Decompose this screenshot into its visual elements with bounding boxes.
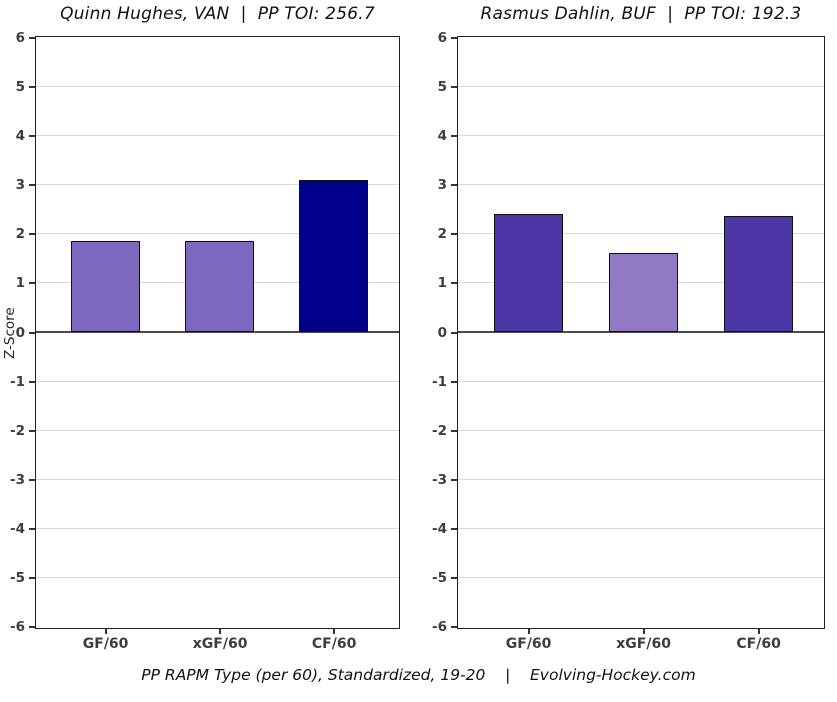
y-tick xyxy=(28,429,35,432)
gridline xyxy=(36,528,399,529)
gridline xyxy=(36,233,399,235)
gridline xyxy=(36,85,399,87)
y-tick-label: -3 xyxy=(10,471,25,488)
y-tick-label: 2 xyxy=(437,226,447,243)
y-tick xyxy=(450,36,457,39)
y-tick-label: 4 xyxy=(15,127,25,144)
y-tick-label: -4 xyxy=(432,521,447,538)
y-tick xyxy=(28,36,35,39)
x-tick xyxy=(527,629,530,634)
gridline xyxy=(458,183,824,185)
y-tick-label: -5 xyxy=(432,570,447,587)
y-tick-label: 2 xyxy=(15,226,25,243)
x-tick xyxy=(333,629,336,634)
y-tick-label: -3 xyxy=(432,471,447,488)
x-tick xyxy=(642,629,645,634)
y-tick xyxy=(28,331,35,334)
bar-cf-60 xyxy=(299,179,368,332)
gridline xyxy=(458,577,824,579)
y-tick-label: -1 xyxy=(432,373,447,390)
y-tick-label: -1 xyxy=(10,373,25,390)
gridline xyxy=(36,134,399,136)
y-tick xyxy=(28,134,35,137)
gridline xyxy=(36,478,399,480)
y-tick xyxy=(28,282,35,285)
y-tick-label: -5 xyxy=(10,570,25,587)
y-tick-label: 5 xyxy=(437,78,447,95)
zero-line xyxy=(458,330,824,334)
y-tick xyxy=(450,478,457,481)
y-tick-label: -2 xyxy=(10,422,25,439)
y-tick xyxy=(450,134,457,137)
y-tick xyxy=(28,577,35,580)
y-tick xyxy=(28,626,35,629)
gridline xyxy=(458,528,824,529)
bar-gf-60 xyxy=(70,240,140,332)
gridline xyxy=(458,134,824,136)
plot-area xyxy=(457,36,825,629)
y-tick xyxy=(28,85,35,88)
y-tick-label: 0 xyxy=(437,324,447,341)
y-tick-label: -2 xyxy=(432,422,447,439)
y-tick xyxy=(28,233,35,236)
bar-xgf-60 xyxy=(185,241,254,332)
plot-area xyxy=(35,36,400,629)
gridline xyxy=(36,429,399,431)
y-tick xyxy=(450,577,457,580)
y-tick xyxy=(28,184,35,187)
y-tick-label: 3 xyxy=(15,177,25,194)
gridline xyxy=(36,183,399,185)
bar-xgf-60 xyxy=(608,253,678,332)
y-tick-label: 0 xyxy=(15,324,25,341)
x-tick-label: xGF/60 xyxy=(616,636,671,652)
gridline xyxy=(458,85,824,87)
gridline xyxy=(458,478,824,480)
y-tick xyxy=(450,282,457,285)
y-tick xyxy=(28,528,35,531)
y-tick-label: 5 xyxy=(15,78,25,95)
gridline xyxy=(458,380,824,382)
y-tick xyxy=(450,331,457,334)
y-tick-label: 1 xyxy=(15,275,25,292)
x-tick-label: CF/60 xyxy=(311,636,357,652)
bar-cf-60 xyxy=(723,216,793,332)
y-tick xyxy=(450,184,457,187)
y-tick-label: 6 xyxy=(15,29,25,46)
x-tick xyxy=(757,629,760,634)
y-tick xyxy=(450,626,457,629)
zero-line xyxy=(36,330,399,334)
x-tick xyxy=(104,629,107,634)
gridline xyxy=(458,233,824,235)
gridline xyxy=(36,577,399,579)
y-tick-label: 3 xyxy=(437,177,447,194)
x-tick-label: GF/60 xyxy=(505,636,552,652)
gridline xyxy=(458,429,824,431)
chart-panel-left: Quinn Hughes, VAN | PP TOI: 256.7 Z-Scor… xyxy=(0,0,418,660)
x-tick xyxy=(219,629,222,634)
y-tick xyxy=(28,380,35,383)
y-tick-label: -6 xyxy=(432,619,447,636)
y-tick xyxy=(450,429,457,432)
y-tick xyxy=(450,85,457,88)
chart-title: Quinn Hughes, VAN | PP TOI: 256.7 xyxy=(60,4,375,24)
figure-caption: PP RAPM Type (per 60), Standardized, 19-… xyxy=(141,666,696,684)
y-tick-label: -6 xyxy=(10,619,25,636)
bar-gf-60 xyxy=(493,213,563,332)
y-tick xyxy=(450,380,457,383)
x-tick-label: xGF/60 xyxy=(192,636,248,652)
y-tick-label: 6 xyxy=(437,29,447,46)
y-tick xyxy=(450,528,457,531)
y-tick-label: 1 xyxy=(437,275,447,292)
x-tick-label: GF/60 xyxy=(82,636,129,652)
y-tick-label: -4 xyxy=(10,521,25,538)
y-tick xyxy=(28,478,35,481)
gridline xyxy=(36,380,399,382)
y-tick-label: 4 xyxy=(437,127,447,144)
x-tick-label: CF/60 xyxy=(736,636,781,652)
y-tick xyxy=(450,233,457,236)
chart-panel-right: Rasmus Dahlin, BUF | PP TOI: 192.3 6 5 4 3 2… xyxy=(419,0,837,660)
chart-title: Rasmus Dahlin, BUF | PP TOI: 192.3 xyxy=(480,4,802,24)
